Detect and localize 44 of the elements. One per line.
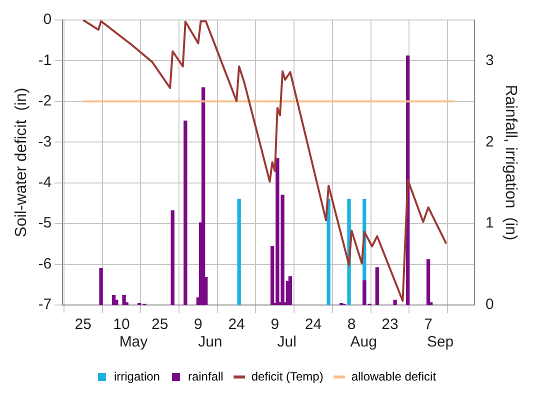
legend-label: allowable deficit: [351, 369, 437, 384]
bar: [393, 300, 397, 305]
bar: [288, 276, 292, 305]
text: Sep: [426, 334, 454, 351]
x-tick-label: 7: [424, 316, 432, 334]
x-tick-label: 10: [113, 316, 130, 334]
y-tick-label: -5: [38, 214, 52, 232]
y-tick-label: -2: [38, 92, 52, 110]
bar: [170, 210, 174, 305]
bar: [237, 198, 241, 305]
y2-tick-label: 2: [485, 133, 494, 150]
x-tick-label: 8: [347, 316, 356, 334]
y-tick-label: -7: [38, 296, 52, 314]
y-tick-label: -3: [38, 133, 52, 150]
x-tick-label: 9: [194, 316, 202, 334]
y-tick-label: 0: [43, 11, 52, 28]
x-tick-label: 25: [151, 316, 168, 334]
text: May: [119, 334, 148, 351]
x-tick-label: 24: [228, 316, 245, 334]
y-axis-title: Soil-water deficit (in): [13, 88, 30, 238]
y2-tick-label: 3: [485, 52, 494, 69]
bar: [375, 267, 379, 305]
text: Jun: [198, 334, 222, 351]
y2-axis-title: Rainfall, irrigation (in): [502, 84, 519, 240]
legend-label: deficit (Temp): [251, 369, 324, 384]
y2-tick-label: 1: [485, 214, 494, 232]
y-tick-label: -1: [38, 52, 52, 69]
y-tick-label: -6: [38, 255, 52, 272]
text: Aug: [350, 334, 377, 351]
x-tick-label: 23: [382, 316, 398, 334]
bar: [99, 268, 103, 305]
y-tick-label: -4: [38, 174, 52, 191]
legend-label: rainfall: [188, 369, 224, 384]
x-tick-label: 9: [270, 316, 280, 334]
text: Jul: [277, 334, 296, 351]
bar: [184, 120, 188, 305]
x-tick-label: 24: [304, 316, 322, 334]
bar: [326, 198, 330, 305]
bar: [201, 87, 206, 305]
y2-tick-label: 0: [485, 296, 494, 314]
legend-label: irrigation: [114, 369, 160, 384]
bar: [426, 259, 430, 305]
x-tick-label: 25: [74, 316, 92, 334]
bar: [122, 294, 126, 305]
